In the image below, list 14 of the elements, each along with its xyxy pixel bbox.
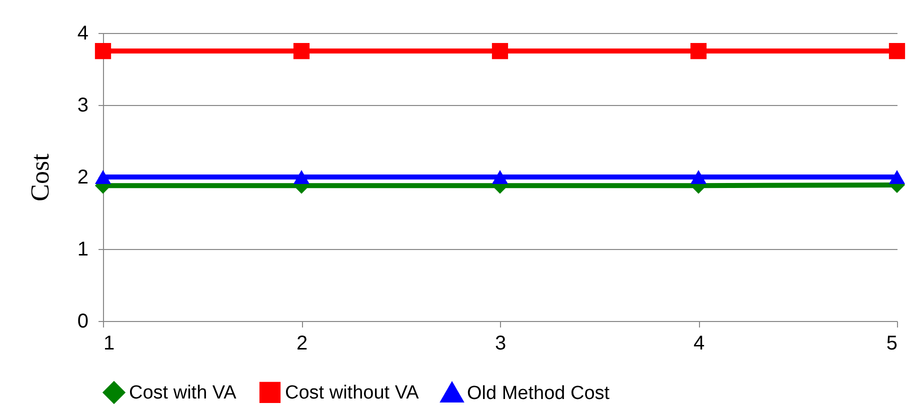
- y-tick-label: 0: [77, 310, 88, 332]
- x-tick-label: 3: [494, 332, 506, 354]
- x-tick-label: 4: [693, 332, 705, 354]
- x-tick-label: 5: [886, 332, 898, 354]
- legend-label: Cost with VA: [129, 382, 237, 404]
- y-axis-title: Cost: [25, 152, 54, 202]
- legend-label: Old Method Cost: [467, 383, 610, 404]
- x-tick-label: 1: [104, 332, 115, 354]
- y-tick-label: 1: [77, 238, 88, 260]
- y-tick-label: 2: [77, 166, 88, 188]
- y-tick-label: 4: [77, 22, 88, 44]
- y-tick-label: 3: [77, 94, 88, 116]
- legend-label: Cost without VA: [285, 382, 420, 404]
- x-tick-label: 2: [296, 332, 308, 354]
